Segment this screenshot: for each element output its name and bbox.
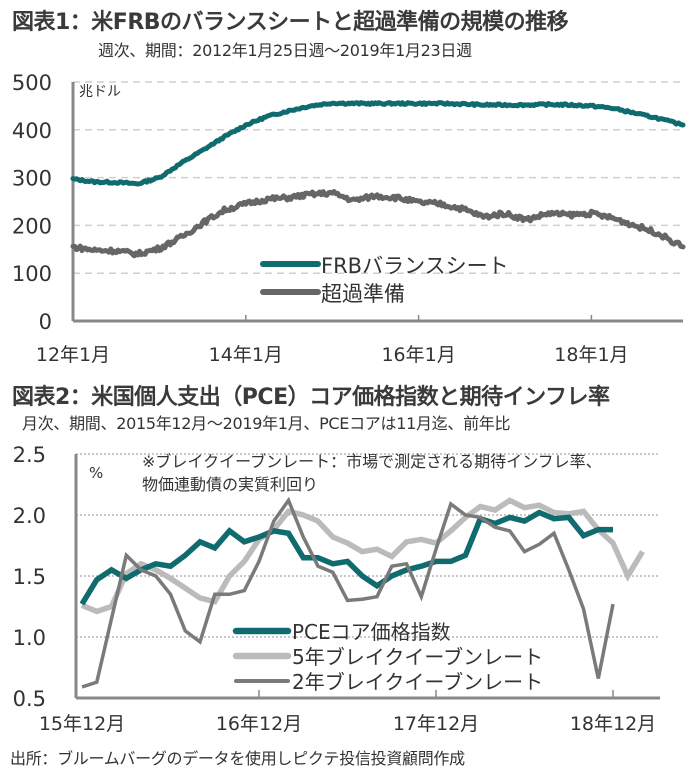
y-tick-label: 1.0 xyxy=(13,626,46,650)
annotation-line-1: ※ブレイクイーブンレート：市場で測定される期待インフレ率、 xyxy=(142,452,602,471)
legend-label: FRBバランスシート xyxy=(321,254,509,278)
legend-label: 超過準備 xyxy=(321,282,405,306)
series-line-excess-reserves xyxy=(70,189,686,259)
y-tick-label: 0.5 xyxy=(13,687,46,711)
series-line-breakeven-2y xyxy=(81,496,615,689)
chart1-subtitle: 週次、期間：2012年1月25日週～2019年1月23日週 xyxy=(98,41,472,60)
y-tick-label: 2.0 xyxy=(13,504,46,528)
legend-label: 5年ブレイクイーブンレート xyxy=(292,645,543,669)
x-tick-label: 16年1月 xyxy=(381,344,455,366)
chart1-title: 図表1：米FRBのバランスシートと超過準備の規模の推移 xyxy=(12,10,569,35)
y-tick-label: 2.5 xyxy=(13,443,46,467)
series-line-breakeven-5y xyxy=(80,497,645,615)
y-unit-label: 兆ドル xyxy=(79,84,121,100)
annotation-line-2: 物価連動債の実質利回り xyxy=(142,475,318,494)
x-tick-label: 17年12月 xyxy=(393,713,479,735)
y-tick-label: 200 xyxy=(12,214,52,238)
x-tick-label: 12年1月 xyxy=(36,344,110,366)
y-tick-label: 1.5 xyxy=(13,565,46,589)
series-line-frb-balance-sheet xyxy=(70,100,686,187)
y-tick-label: 0 xyxy=(39,310,52,334)
legend-label: PCEコア価格指数 xyxy=(292,620,451,644)
y-tick-label: 100 xyxy=(12,262,52,286)
x-tick-label: 16年12月 xyxy=(216,713,302,735)
series-line-pce-core xyxy=(79,509,613,606)
y-tick-label: 400 xyxy=(12,119,52,143)
chart2-title: 図表2：米国個人支出（PCE）コア価格指数と期待インフレ率 xyxy=(12,385,610,410)
chart1-balance-sheet: 0 100 200 300 400 500 12年1月 14年1月 16年1月 18年1月 兆ドル F… xyxy=(12,71,686,366)
source-note: 出所：ブルームバーグのデータを使用しピクテ投信投資顧問作成 xyxy=(10,749,465,768)
legend-label: 2年ブレイクイーブンレート xyxy=(292,670,543,694)
chart2-subtitle: 月次、期間、2015年12月～2019年1月、PCEコアは11月迄、前年比 xyxy=(22,414,511,433)
x-tick-label: 14年1月 xyxy=(209,344,283,366)
y-tick-label: 300 xyxy=(12,167,52,191)
x-tick-label: 18年12月 xyxy=(570,713,656,735)
y-unit-label: % xyxy=(89,464,103,482)
x-tick-label: 18年1月 xyxy=(554,344,628,366)
x-tick-label: 15年12月 xyxy=(39,713,125,735)
y-tick-label: 500 xyxy=(12,71,52,95)
